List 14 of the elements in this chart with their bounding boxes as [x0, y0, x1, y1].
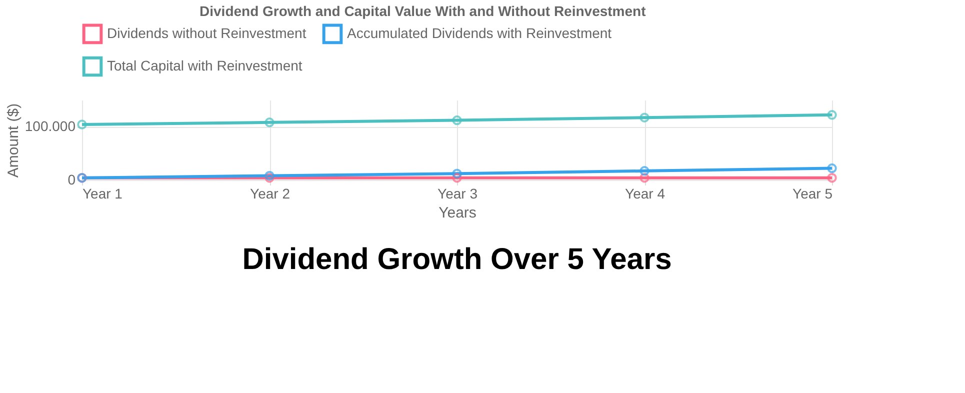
legend-label: Accumulated Dividends with Reinvestment [347, 24, 612, 41]
x-tick-label: Year 4 [625, 186, 666, 202]
x-axis-title: Years [438, 204, 476, 222]
x-tick-label: Year 1 [82, 186, 123, 202]
x-tick-label: Year 3 [438, 186, 478, 202]
x-tick-label: Year 5 [792, 186, 833, 202]
chart-title: Dividend Growth and Capital Value With and Without Reinvestment [200, 3, 646, 19]
y-axis-title: Amount ($) [4, 103, 22, 178]
legend-label: Total Capital with Reinvestment [107, 58, 302, 74]
y-tick-label: 0 [68, 172, 76, 188]
legend-label: Dividends without Reinvestment [107, 24, 306, 41]
y-tick-label: 100.000 [24, 118, 76, 134]
x-tick-label: Year 2 [250, 186, 290, 202]
text: Dividend Growth Over 5 Years [242, 243, 672, 276]
